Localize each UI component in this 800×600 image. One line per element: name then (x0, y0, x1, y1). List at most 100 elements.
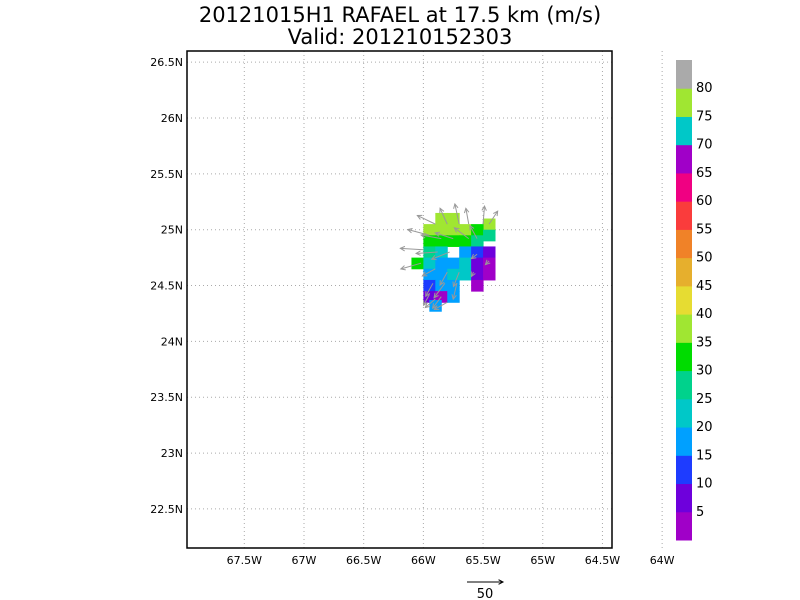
wind-vector (434, 231, 454, 240)
speed-cell (447, 268, 460, 281)
colorbar-label: 50 (696, 251, 713, 266)
speed-cell (471, 257, 484, 270)
colorbar-swatch (676, 427, 692, 456)
colorbar-swatch (676, 483, 692, 513)
colorbar-swatch (676, 144, 692, 174)
y-tick-label: 26.5N (150, 56, 183, 69)
colorbar: 5 10 15 20 25 30 35 40 45 50 55 60 65 70 75 80 (676, 60, 713, 541)
speed-cell (459, 257, 472, 270)
wind-vector (399, 262, 422, 271)
wind-vector (406, 227, 430, 236)
x-tick-label: 66.5W (346, 554, 381, 567)
colorbar-label: 5 (696, 505, 704, 520)
speed-cell (447, 257, 460, 270)
speed-cell (435, 212, 448, 225)
wind-vector (470, 271, 476, 278)
colorbar-label: 75 (696, 109, 713, 124)
speed-cell (429, 300, 442, 312)
speed-cell (435, 257, 448, 270)
wind-vector (481, 205, 487, 225)
speed-cell (435, 279, 448, 292)
colorbar-label: 20 (696, 420, 713, 435)
wind-vector (469, 224, 478, 239)
plot-frame (186, 50, 613, 549)
speed-cell (483, 218, 496, 231)
wind-vector (453, 227, 470, 240)
y-tick-label: 22.5N (150, 503, 183, 516)
wind-vector (484, 259, 491, 266)
colorbar-swatch (676, 398, 692, 428)
x-tick-label: 67W (292, 554, 317, 567)
x-tick-label: 64.5W (585, 554, 620, 567)
y-tick-label: 24N (161, 335, 183, 348)
wind-vector (451, 283, 458, 301)
colorbar-label: 45 (696, 279, 713, 294)
speed-cell (483, 246, 496, 259)
colorbar-swatch (676, 314, 692, 343)
y-tick-label: 25N (161, 224, 183, 237)
speed-cell (423, 291, 436, 303)
colorbar-label: 60 (696, 194, 713, 209)
colorbar-swatch (676, 60, 692, 89)
colorbar-label: 65 (696, 166, 713, 181)
x-tick-label: 66W (411, 554, 436, 567)
wind-vector (420, 233, 442, 240)
speed-cell (483, 268, 496, 281)
speed-cell (459, 224, 472, 236)
colorbar-swatch (676, 370, 692, 400)
speed-cell (447, 212, 460, 225)
speed-cell (471, 224, 484, 236)
colorbar-label: 15 (696, 448, 713, 463)
wind-vector (421, 268, 436, 277)
wind-vector (399, 245, 424, 252)
speed-cell (459, 246, 472, 259)
colorbar-swatch (676, 285, 692, 315)
wind-vector (452, 271, 460, 288)
wind-vector (424, 298, 436, 309)
wind-vector (416, 214, 436, 225)
speed-cell (471, 268, 484, 281)
colorbar-swatch (676, 455, 692, 485)
colorbar-label: 10 (696, 477, 713, 492)
speed-cell (435, 235, 448, 247)
speed-cell (471, 235, 484, 247)
wind-vector (470, 253, 478, 260)
speed-cell (411, 257, 424, 270)
reference-vector-label: 50 (477, 587, 494, 600)
speed-cell (435, 224, 448, 236)
colorbar-swatch (676, 229, 692, 259)
speed-cell (471, 279, 484, 292)
wind-vector (423, 294, 430, 307)
wind-vector (415, 250, 438, 256)
speed-cell (435, 268, 448, 281)
speed-cell (447, 224, 460, 236)
y-tick-label: 26N (161, 112, 183, 125)
colorbar-label: 80 (696, 81, 713, 96)
colorbar-label: 25 (696, 392, 713, 407)
colorbar-label: 35 (696, 335, 713, 350)
wind-vector (439, 271, 448, 287)
colorbar-label: 70 (696, 138, 713, 153)
y-tick-label: 25.5N (150, 168, 183, 181)
colorbar-swatch (676, 342, 692, 372)
colorbar-label: 40 (696, 307, 713, 322)
speed-cell (471, 246, 484, 259)
reference-vector-arrow (467, 579, 505, 585)
speed-cell (423, 235, 436, 247)
y-tick-label: 23.5N (150, 391, 183, 404)
speed-cell (423, 257, 436, 270)
colorbar-swatch (676, 511, 692, 541)
reference-vector: 50 (467, 579, 505, 600)
wind-vector (433, 301, 448, 311)
colorbar-label: 30 (696, 364, 713, 379)
y-tick-label: 24.5N (150, 280, 183, 293)
speed-cell (447, 235, 460, 247)
wind-vector (453, 202, 460, 225)
speed-cell (483, 229, 496, 242)
wind-vector (433, 283, 446, 299)
x-tick-label: 65.5W (465, 554, 500, 567)
speed-cell (435, 246, 448, 259)
x-tick-label: 65W (530, 554, 555, 567)
speed-cell (423, 224, 436, 236)
